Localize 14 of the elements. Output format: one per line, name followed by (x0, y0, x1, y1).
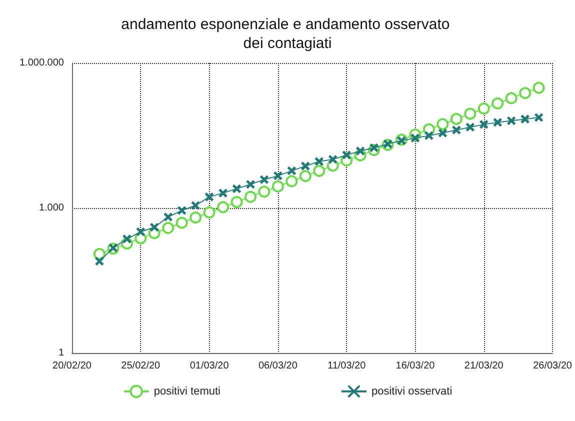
x-tick-label: 21/03/20 (464, 360, 504, 372)
x-tick-label: 16/03/20 (396, 360, 436, 372)
y-tick-label: 1.000 (38, 202, 64, 214)
y-tick-label: 1.000.000 (20, 58, 64, 68)
x-tick-label: 01/03/20 (190, 360, 230, 372)
x-tick-label: 11/03/20 (328, 360, 366, 372)
x-tick-label: 26/03/20 (533, 360, 572, 372)
legend-label: positivi temuti (154, 385, 220, 398)
x-tick-label: 06/03/20 (258, 360, 298, 372)
x-tick-label: 20/02/20 (52, 360, 92, 372)
x-tick-label: 25/02/20 (121, 360, 161, 372)
chart-title: andamento esponenziale e andamento osservato dei contagiati (121, 16, 454, 52)
y-tick-label: 1 (58, 348, 64, 358)
legend-label: positivi osservati (371, 385, 452, 398)
